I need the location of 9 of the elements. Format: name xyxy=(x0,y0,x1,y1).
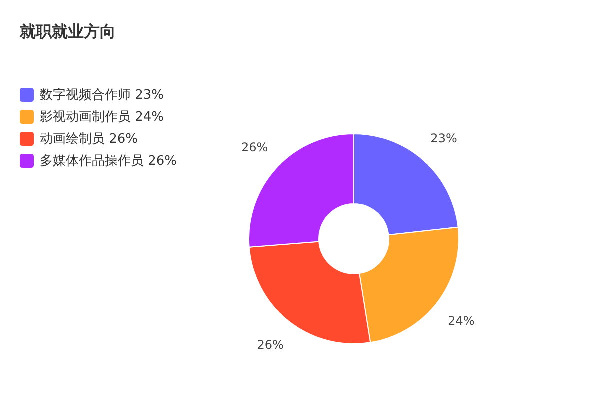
legend-label: 动画绘制员 26% xyxy=(40,132,138,147)
legend-label: 数字视频合作师 23% xyxy=(40,87,164,103)
data-label: 26% xyxy=(241,140,268,154)
data-label: 26% xyxy=(257,338,284,352)
data-label: 23% xyxy=(430,131,458,146)
legend-label: 影视动画制作员 24% xyxy=(40,110,164,125)
chart-title: 就职就业方向 xyxy=(19,22,116,41)
data-label: 24% xyxy=(448,314,475,328)
legend-label: 多媒体作品操作员 26% xyxy=(40,154,178,169)
